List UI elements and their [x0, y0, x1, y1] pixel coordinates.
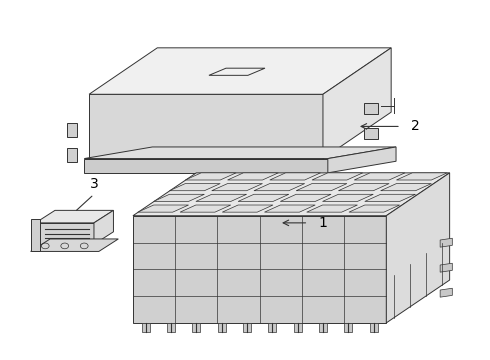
Polygon shape — [30, 239, 118, 251]
Polygon shape — [312, 173, 363, 180]
Polygon shape — [180, 205, 231, 212]
Polygon shape — [89, 48, 391, 94]
Polygon shape — [212, 184, 263, 191]
Polygon shape — [349, 205, 400, 212]
Polygon shape — [170, 184, 220, 191]
Polygon shape — [270, 173, 320, 180]
Polygon shape — [238, 194, 289, 202]
Bar — [344, 323, 352, 332]
Polygon shape — [386, 173, 450, 323]
Text: 3: 3 — [90, 176, 98, 190]
Polygon shape — [328, 147, 396, 173]
Polygon shape — [133, 173, 450, 216]
Bar — [243, 323, 251, 332]
Polygon shape — [89, 94, 323, 158]
Polygon shape — [323, 48, 391, 158]
Bar — [167, 323, 175, 332]
Polygon shape — [67, 148, 77, 162]
Polygon shape — [84, 158, 328, 173]
Polygon shape — [322, 194, 373, 202]
Polygon shape — [296, 184, 347, 191]
Polygon shape — [67, 123, 77, 137]
Polygon shape — [84, 147, 396, 158]
Polygon shape — [354, 173, 405, 180]
Polygon shape — [227, 173, 278, 180]
Bar — [218, 323, 225, 332]
Bar — [294, 323, 301, 332]
Polygon shape — [35, 210, 114, 223]
Polygon shape — [381, 184, 431, 191]
Polygon shape — [280, 194, 331, 202]
Polygon shape — [365, 194, 416, 202]
Bar — [319, 323, 327, 332]
Polygon shape — [154, 194, 204, 202]
Polygon shape — [339, 184, 389, 191]
Polygon shape — [196, 194, 246, 202]
Bar — [193, 323, 200, 332]
Bar — [370, 323, 377, 332]
Polygon shape — [440, 288, 452, 297]
Bar — [142, 323, 149, 332]
Polygon shape — [94, 210, 114, 244]
Polygon shape — [30, 219, 40, 251]
Polygon shape — [138, 205, 189, 212]
Polygon shape — [307, 205, 358, 212]
Polygon shape — [364, 128, 378, 139]
Text: 2: 2 — [411, 120, 420, 134]
Polygon shape — [440, 263, 452, 272]
Polygon shape — [254, 184, 305, 191]
Bar — [269, 323, 276, 332]
Polygon shape — [35, 223, 94, 244]
Polygon shape — [265, 205, 315, 212]
Polygon shape — [133, 216, 386, 323]
Polygon shape — [440, 238, 452, 247]
Polygon shape — [364, 103, 378, 114]
Polygon shape — [185, 173, 236, 180]
Text: 1: 1 — [318, 216, 327, 230]
Polygon shape — [396, 173, 447, 180]
Polygon shape — [222, 205, 273, 212]
